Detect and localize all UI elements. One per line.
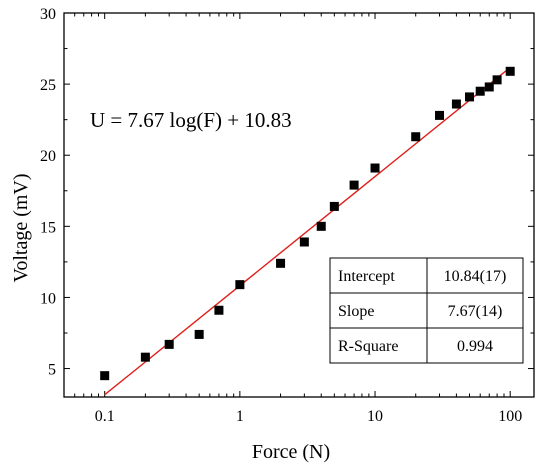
data-point xyxy=(140,352,150,362)
x-tick-label: 0.1 xyxy=(95,408,115,425)
data-point xyxy=(435,110,445,120)
data-point xyxy=(451,99,461,109)
y-tick-label: 10 xyxy=(40,290,56,307)
stats-table: Intercept 10.84(17) Slope 7.67(14) R-Square 0… xyxy=(329,257,524,364)
ticks-layer: 5 10 15 20 25 30 0.1 1 10 100 xyxy=(40,6,534,425)
x-tick-label: 100 xyxy=(498,408,522,425)
data-point xyxy=(299,237,309,247)
stats-table-label: R-Square xyxy=(338,338,398,355)
y-tick-label: 25 xyxy=(40,77,56,94)
fit-equation-annotation: U = 7.67 log(F) + 10.83 xyxy=(90,108,292,132)
x-tick-label: 1 xyxy=(236,408,244,425)
data-point xyxy=(349,180,359,190)
x-tick-label: 10 xyxy=(367,408,383,425)
y-tick-label: 15 xyxy=(40,219,56,236)
data-point xyxy=(475,86,485,96)
data-point xyxy=(411,132,421,142)
data-point xyxy=(484,82,494,92)
y-axis-label: Voltage (mV) xyxy=(10,173,32,282)
plot-frame xyxy=(63,12,535,398)
data-point xyxy=(370,163,380,173)
data-point xyxy=(194,329,204,339)
data-point xyxy=(329,201,339,211)
data-point xyxy=(214,305,224,315)
points-layer xyxy=(100,66,515,381)
data-point xyxy=(465,92,475,102)
stats-table-label: Intercept xyxy=(338,268,395,285)
stats-table-value: 10.84(17) xyxy=(444,268,507,285)
axes-layer xyxy=(63,12,535,398)
stats-table-label: Slope xyxy=(338,303,374,320)
stats-table-value: 0.994 xyxy=(457,338,493,355)
data-point xyxy=(276,258,286,268)
data-point xyxy=(164,339,174,349)
y-tick-label: 20 xyxy=(40,148,56,165)
y-tick-label: 30 xyxy=(40,6,56,23)
stats-table-value: 7.67(14) xyxy=(448,303,503,320)
data-point xyxy=(100,371,110,381)
data-point xyxy=(505,66,515,76)
data-point xyxy=(316,221,326,231)
data-point xyxy=(492,75,502,85)
x-axis-label: Force (N) xyxy=(252,441,330,463)
data-point xyxy=(235,280,245,290)
y-tick-label: 5 xyxy=(48,362,56,379)
